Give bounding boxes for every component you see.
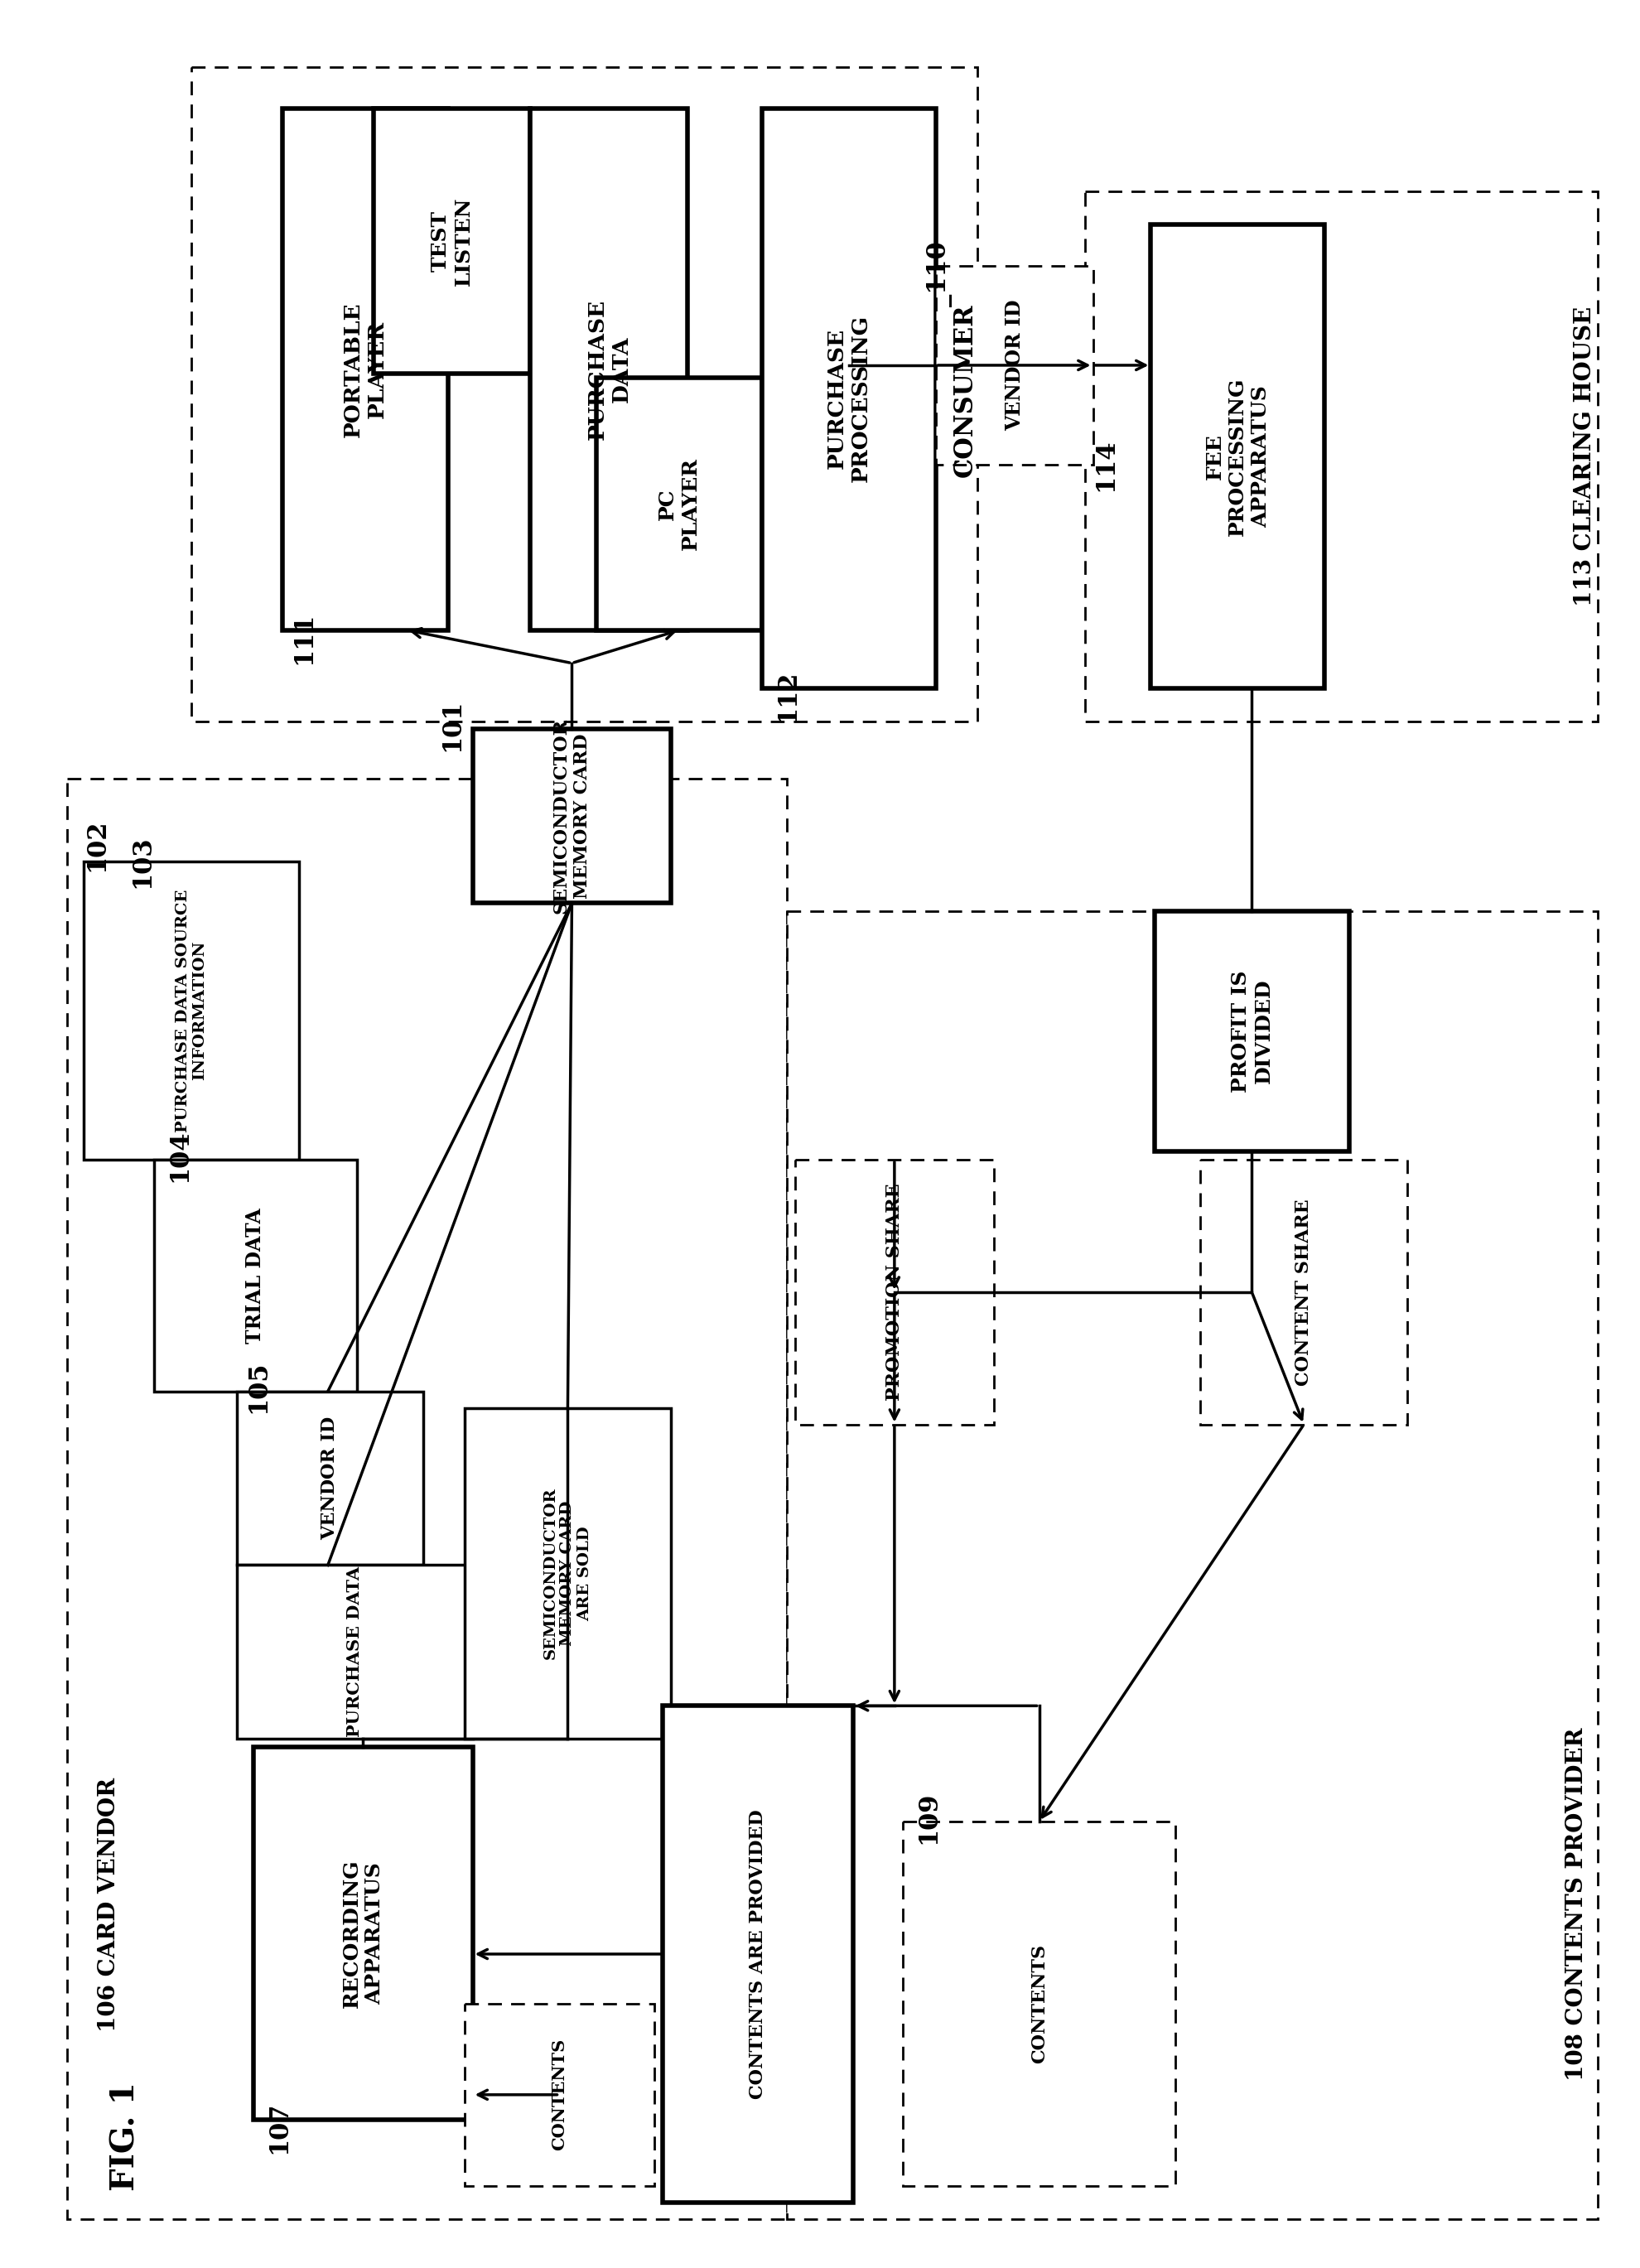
Bar: [84, 862, 298, 1159]
Text: PROFIT IS
DIVIDED: PROFIT IS DIVIDED: [1230, 971, 1273, 1093]
Text: CONTENTS ARE PROVIDED: CONTENTS ARE PROVIDED: [748, 1810, 766, 2098]
Bar: [464, 1408, 671, 1740]
Text: 111: 111: [290, 612, 317, 665]
Text: VENDOR ID: VENDOR ID: [1004, 299, 1023, 431]
Text: 107: 107: [266, 2102, 292, 2155]
Text: SEMICONDUCTOR
MEMORY CARD
ARE SOLD: SEMICONDUCTOR MEMORY CARD ARE SOLD: [543, 1488, 592, 1660]
Text: PURCHASE
DATA: PURCHASE DATA: [587, 299, 631, 440]
Text: CONSUMER: CONSUMER: [951, 304, 977, 476]
Text: RECORDING
APPARATUS: RECORDING APPARATUS: [341, 1860, 384, 2007]
Text: 113 CLEARING HOUSE: 113 CLEARING HOUSE: [1573, 306, 1596, 606]
Bar: [795, 1159, 994, 1424]
Bar: [663, 1706, 853, 2202]
Bar: [236, 1390, 423, 1565]
Bar: [374, 109, 530, 374]
Text: 104: 104: [167, 1129, 192, 1182]
Text: CONTENTS: CONTENTS: [551, 2039, 567, 2150]
Bar: [787, 912, 1597, 2218]
Bar: [761, 109, 935, 687]
Bar: [1155, 912, 1348, 1152]
Bar: [1084, 191, 1597, 721]
Text: PURCHASE DATA: PURCHASE DATA: [346, 1567, 362, 1737]
Bar: [464, 2003, 654, 2186]
Bar: [253, 1746, 472, 2121]
Text: 101: 101: [440, 699, 466, 751]
Bar: [530, 109, 687, 631]
Bar: [192, 68, 977, 721]
Bar: [1150, 225, 1323, 687]
Text: PROMOTION SHARE: PROMOTION SHARE: [886, 1184, 904, 1402]
Text: PC
PLAYER: PC PLAYER: [658, 458, 700, 551]
Text: CONTENTS: CONTENTS: [1030, 1944, 1048, 2064]
Bar: [1200, 1159, 1407, 1424]
Text: 109: 109: [915, 1792, 940, 1844]
Text: 108 CONTENTS PROVIDER: 108 CONTENTS PROVIDER: [1565, 1728, 1588, 2082]
Bar: [282, 109, 448, 631]
Text: _110: _110: [927, 243, 953, 306]
Bar: [154, 1159, 356, 1390]
Text: 112: 112: [774, 669, 800, 723]
Bar: [597, 379, 761, 631]
Text: 105: 105: [244, 1361, 271, 1413]
Text: PURCHASE DATA SOURCE
INFORMATION: PURCHASE DATA SOURCE INFORMATION: [175, 889, 207, 1132]
Text: 106 CARD VENDOR: 106 CARD VENDOR: [97, 1778, 120, 2032]
Text: PORTABLE
PLAYER: PORTABLE PLAYER: [343, 302, 387, 438]
Text: CONTENT SHARE: CONTENT SHARE: [1294, 1198, 1312, 1386]
Text: TRIAL DATA: TRIAL DATA: [246, 1207, 266, 1343]
Bar: [935, 265, 1092, 465]
Text: SEMICONDUCTOR
MEMORY CARD: SEMICONDUCTOR MEMORY CARD: [553, 719, 590, 914]
Text: 114: 114: [1092, 438, 1118, 490]
Bar: [472, 730, 671, 903]
Text: 102: 102: [84, 819, 110, 871]
Bar: [67, 778, 787, 2218]
Text: 103: 103: [130, 835, 154, 889]
Text: VENDOR ID: VENDOR ID: [321, 1418, 339, 1540]
Text: TEST
LISTEN: TEST LISTEN: [430, 197, 474, 286]
Text: PURCHASE
PROCESSING: PURCHASE PROCESSING: [827, 315, 871, 483]
Text: FIG. 1: FIG. 1: [110, 2082, 141, 2191]
Text: FEE
PROCESSING
APPARATUS: FEE PROCESSING APPARATUS: [1204, 376, 1269, 535]
Bar: [236, 1565, 472, 1740]
Bar: [902, 1821, 1176, 2186]
